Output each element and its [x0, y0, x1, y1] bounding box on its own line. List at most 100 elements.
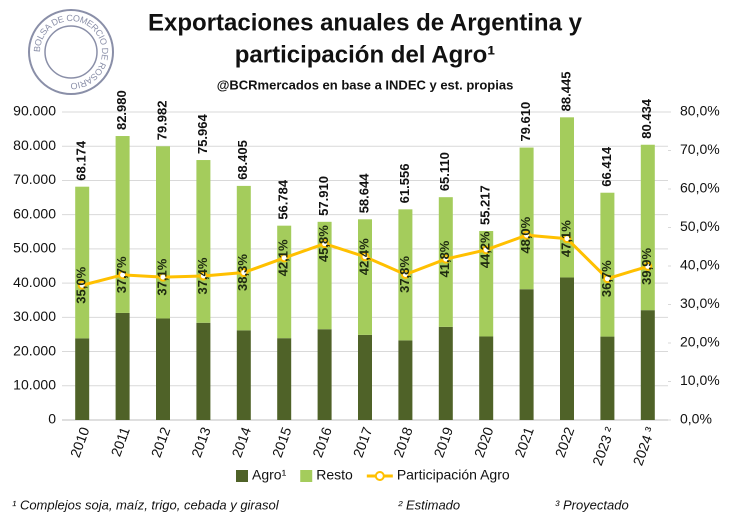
line-value-label: 42,1%: [276, 239, 291, 276]
line-value-label: 37,7%: [114, 256, 129, 293]
line-marker: [360, 252, 370, 262]
y2-tick-label: 10,0%: [680, 372, 720, 388]
y-tick-label: 10.000: [13, 376, 56, 392]
line-value-label: 39,9%: [639, 248, 654, 285]
line-marker: [77, 280, 87, 290]
line-value-label: 37,8%: [397, 256, 412, 293]
bar: [358, 334, 372, 420]
line-value-label: 41,8%: [437, 240, 452, 277]
line-value-label: 37,4%: [195, 257, 210, 294]
bar: [600, 336, 615, 420]
line-marker: [602, 274, 612, 284]
y-tick-label: 60.000: [13, 205, 56, 221]
total-label: 79.982: [154, 101, 169, 141]
footnote: ¹ Complejos soja, maíz, trigo, cebada y …: [12, 497, 280, 512]
bar: [317, 329, 332, 420]
y-tick-label: 20.000: [13, 342, 56, 358]
bar: [115, 312, 130, 420]
bar: [196, 160, 211, 323]
bar: [196, 322, 211, 420]
line-value-label: 36,7%: [599, 260, 614, 297]
chart-title: Exportaciones anuales de Argentina y: [148, 9, 583, 36]
total-label: 65.110: [437, 152, 452, 191]
legend-marker: [374, 471, 385, 481]
line-value-label: 42,4%: [356, 238, 371, 275]
line-marker: [400, 269, 410, 279]
total-label: 66.414: [599, 146, 614, 187]
y2-tick-label: 40,0%: [680, 257, 720, 273]
bar: [640, 310, 655, 420]
bar: [236, 185, 251, 331]
total-label: 79.610: [518, 102, 533, 142]
line-marker: [158, 272, 168, 282]
line-marker: [441, 254, 451, 264]
y2-tick-label: 80,0%: [680, 103, 720, 119]
line-value-label: 47,1%: [558, 220, 573, 257]
bar: [317, 221, 332, 330]
bar: [398, 340, 413, 420]
chart-subtitle: @BCRmercados en base a INDEC y est. prop…: [217, 77, 514, 92]
total-label: 75.964: [195, 114, 210, 155]
y2-tick-label: 50,0%: [680, 218, 720, 234]
line-marker: [643, 261, 653, 271]
legend-label: Resto: [316, 467, 353, 483]
line-value-label: 38,3%: [235, 254, 250, 291]
line-marker: [522, 230, 532, 240]
bar: [115, 136, 130, 313]
total-label: 61.556: [397, 164, 412, 204]
total-label: 58.644: [356, 173, 371, 214]
bar: [75, 186, 90, 339]
y-tick-label: 30.000: [13, 308, 56, 324]
line-marker: [239, 268, 249, 278]
bar: [358, 219, 372, 335]
y2-tick-label: 70,0%: [680, 141, 720, 157]
line-value-label: 37,1%: [154, 258, 169, 295]
bar: [156, 318, 170, 420]
y-tick-label: 80.000: [13, 137, 56, 153]
y2-tick-label: 30,0%: [680, 295, 720, 311]
chart-title: participación del Agro¹: [235, 41, 495, 68]
total-label: 68.174: [74, 140, 89, 181]
total-label: 80.434: [639, 98, 654, 139]
total-label: 68.405: [235, 140, 250, 180]
legend-swatch: [236, 470, 248, 482]
bar: [479, 336, 494, 420]
bar: [560, 277, 574, 420]
line-value-label: 48,0%: [518, 216, 533, 253]
line-marker: [279, 253, 289, 263]
line-marker: [320, 239, 330, 249]
y-tick-label: 70.000: [13, 171, 56, 187]
footnote: ³ Proyectado: [555, 497, 629, 512]
bar: [519, 147, 534, 290]
y2-tick-label: 0,0%: [680, 411, 712, 427]
bar: [277, 338, 292, 420]
line-marker: [481, 245, 491, 255]
total-label: 82.980: [114, 90, 129, 130]
logo-ring: [28, 9, 114, 95]
line-marker: [198, 271, 208, 281]
bar: [600, 192, 615, 337]
bar: [277, 225, 292, 339]
bar: [479, 231, 494, 337]
y2-tick-label: 20,0%: [680, 334, 720, 350]
line-marker: [118, 270, 128, 280]
line-value-label: 35,0%: [74, 266, 89, 303]
legend-swatch: [300, 470, 313, 482]
bar: [438, 326, 453, 420]
bar: [75, 338, 90, 420]
total-label: 57.910: [316, 176, 331, 216]
bar: [236, 330, 251, 420]
legend: Agro¹ Resto Participación Agro: [236, 467, 510, 483]
y2-tick-label: 60,0%: [680, 180, 720, 196]
y-tick-label: 50.000: [13, 240, 56, 256]
y-tick-label: 40.000: [13, 274, 56, 290]
footnote: ² Estimado: [398, 497, 460, 512]
line-value-label: 44,2%: [478, 231, 493, 268]
y-tick-label: 90.000: [13, 103, 56, 119]
total-label: 56.784: [276, 179, 291, 220]
line-value-label: 45,8%: [316, 225, 331, 262]
bar: [519, 289, 534, 420]
total-label: 88.445: [558, 72, 573, 112]
legend-label: Agro¹: [252, 467, 287, 483]
